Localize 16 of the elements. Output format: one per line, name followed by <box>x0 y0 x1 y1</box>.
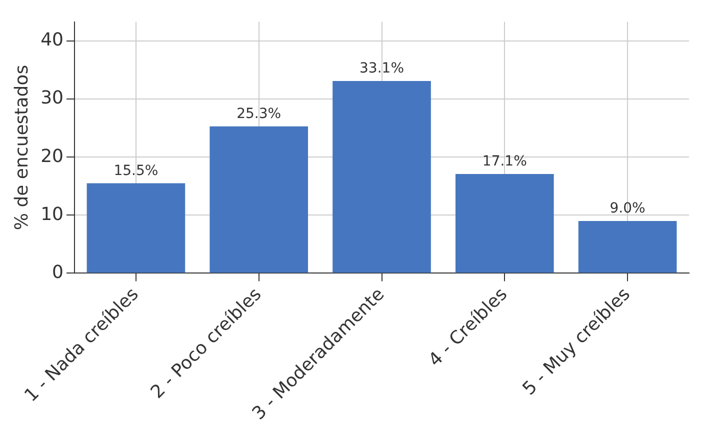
data-label: 33.1% <box>360 60 404 77</box>
y-tick-label: 20 <box>40 146 64 167</box>
bar <box>332 81 431 273</box>
data-label: 15.5% <box>114 162 158 179</box>
bar <box>578 220 677 273</box>
y-tick-label: 0 <box>52 262 64 283</box>
data-label: 17.1% <box>482 154 527 170</box>
y-tick-label: 10 <box>40 204 64 225</box>
bar <box>86 183 186 273</box>
data-label: 9.0% <box>610 200 646 217</box>
data-label: 25.3% <box>236 106 282 122</box>
bar <box>210 126 308 273</box>
y-tick-label: 40 <box>40 30 64 51</box>
y-tick-label: 30 <box>40 88 64 109</box>
bar <box>455 174 554 273</box>
y-axis-title: % de encuestados <box>11 64 32 230</box>
